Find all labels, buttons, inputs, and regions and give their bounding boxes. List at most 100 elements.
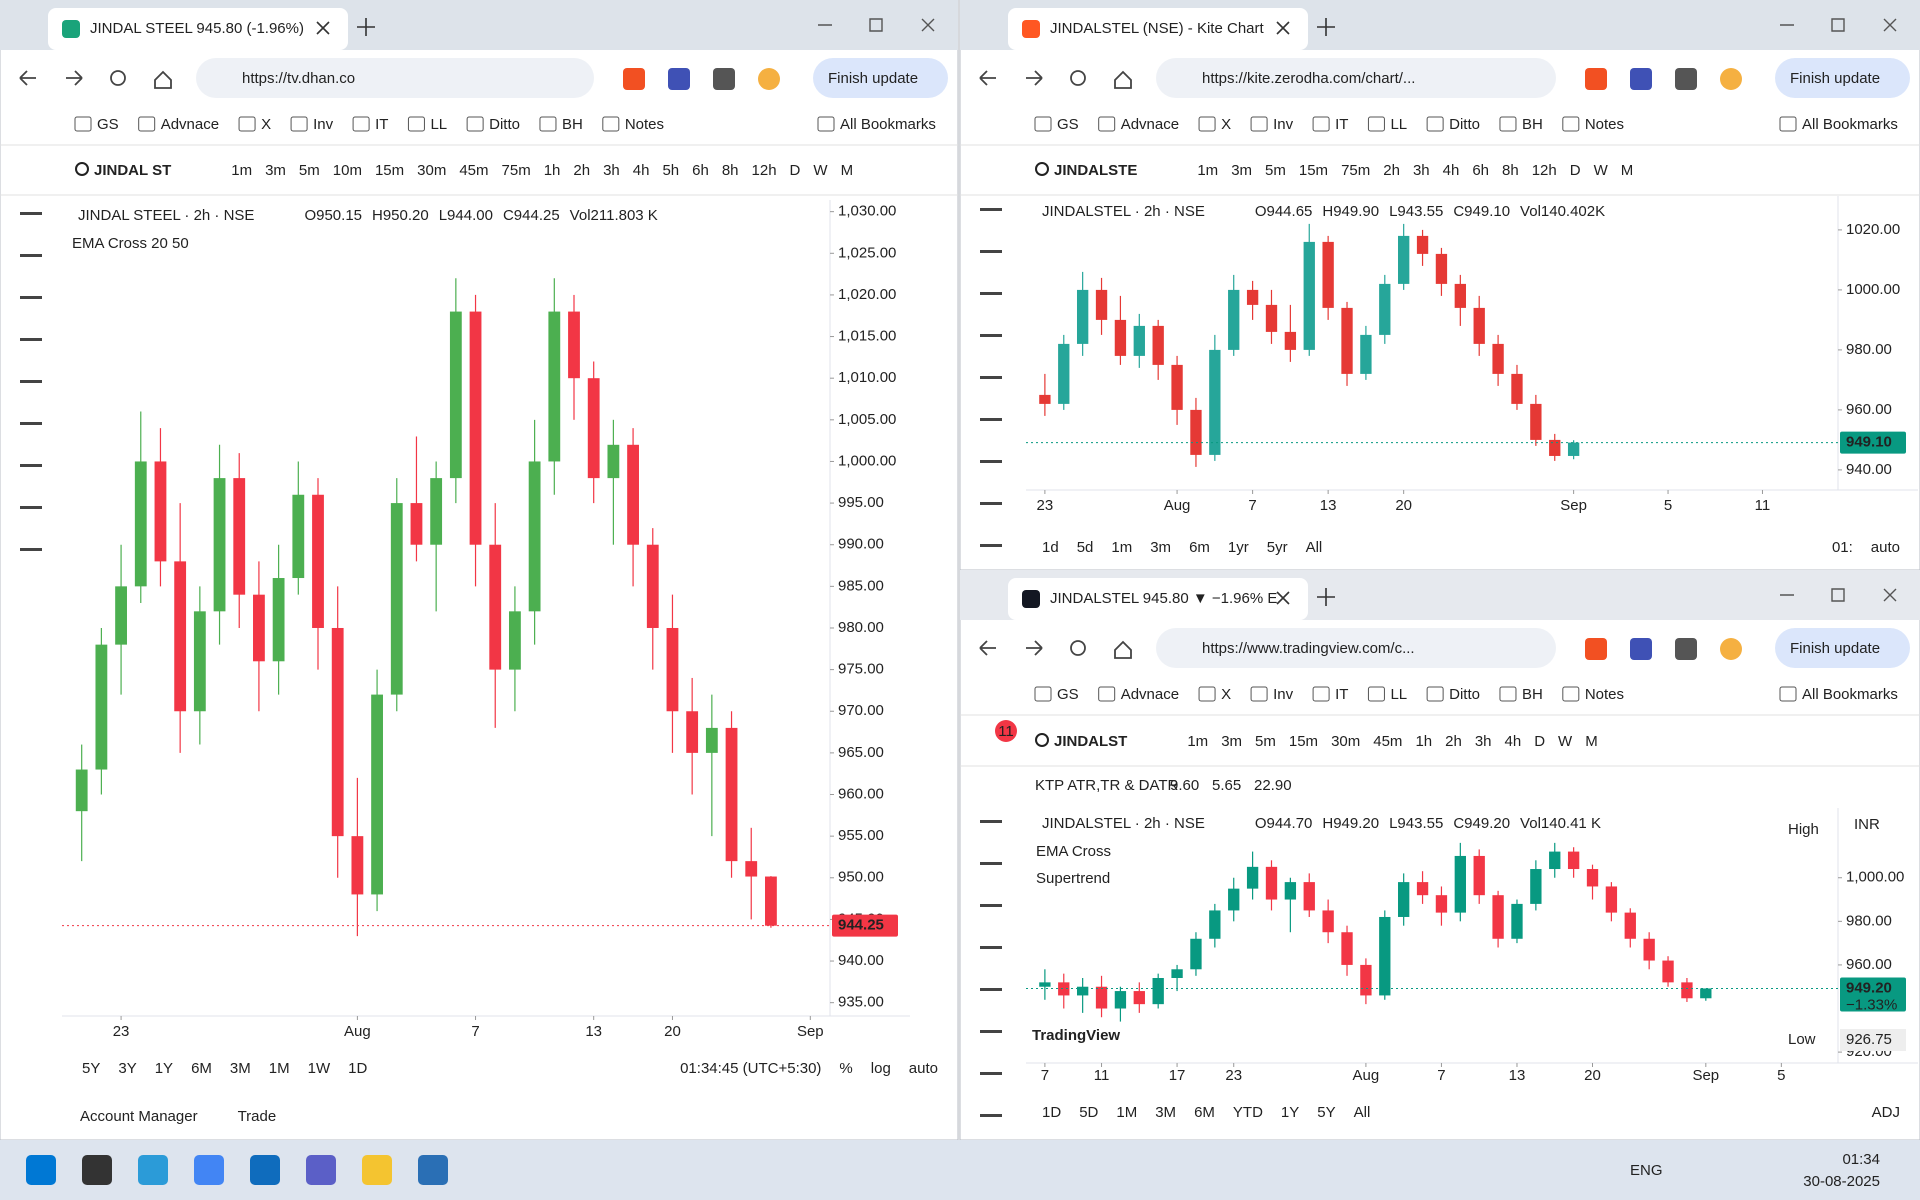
bookmark[interactable]: X [1221,116,1231,133]
drawing-tool[interactable] [980,820,1002,823]
range[interactable]: 5Y [82,1060,100,1077]
interval[interactable]: 6h [1472,162,1489,179]
bookmark[interactable]: Advnace [1121,686,1179,703]
url-bar[interactable] [1156,628,1556,668]
range[interactable]: 1D [348,1060,367,1077]
drawing-tool[interactable] [20,422,42,425]
range[interactable]: YTD [1233,1104,1263,1121]
taskbar-app[interactable] [306,1155,336,1185]
bookmark[interactable]: Inv [1273,116,1294,133]
interval[interactable]: 45m [459,162,488,179]
range[interactable]: All [1354,1104,1371,1121]
range[interactable]: 5d [1077,539,1094,556]
drawing-tool[interactable] [980,946,1002,949]
url-bar[interactable] [1156,58,1556,98]
interval[interactable]: 45m [1373,733,1402,750]
range[interactable]: 3M [230,1060,251,1077]
footer-item[interactable]: 01: [1832,539,1853,556]
range[interactable]: 5yr [1267,539,1288,556]
range[interactable]: 1D [1042,1104,1061,1121]
drawing-tool[interactable] [980,1072,1002,1075]
footer-item[interactable]: auto [909,1060,938,1077]
footer-item[interactable]: % [839,1060,852,1077]
drawing-tool[interactable] [980,988,1002,991]
drawing-tool[interactable] [980,250,1002,253]
drawing-tool[interactable] [980,544,1002,547]
interval[interactable]: 4h [1505,733,1522,750]
tab-close[interactable] [316,21,330,35]
bookmark[interactable]: Inv [313,116,334,133]
window-controls[interactable] [1780,18,1897,32]
footer-item[interactable]: auto [1871,539,1900,556]
new-tab[interactable] [1317,18,1335,36]
range[interactable]: 1m [1111,539,1132,556]
interval[interactable]: 15m [1299,162,1328,179]
taskbar-app[interactable] [194,1155,224,1185]
taskbar-app[interactable] [418,1155,448,1185]
extension[interactable] [713,68,735,90]
bookmark[interactable]: BH [562,116,583,133]
interval[interactable]: 4h [1443,162,1460,179]
new-tab[interactable] [1317,588,1335,606]
symbol[interactable]: JINDALSTE [1054,162,1137,179]
drawing-tool[interactable] [980,376,1002,379]
taskbar-app[interactable] [362,1155,392,1185]
drawing-tool[interactable] [980,1114,1002,1117]
drawing-tool[interactable] [980,334,1002,337]
interval[interactable]: 4h [633,162,650,179]
drawing-tool[interactable] [20,506,42,509]
bookmark[interactable]: LL [1390,116,1407,133]
extension[interactable] [1585,68,1607,90]
range[interactable]: 3M [1155,1104,1176,1121]
nav-icons[interactable] [19,70,172,89]
all-bookmarks[interactable]: All Bookmarks [1802,686,1898,703]
drawing-tool[interactable] [20,464,42,467]
footer-item[interactable]: log [871,1060,891,1077]
bottom-tab[interactable]: Trade [238,1108,277,1125]
interval[interactable]: D [1534,733,1545,750]
reload[interactable] [1070,70,1086,86]
drawing-tool[interactable] [980,1030,1002,1033]
range[interactable]: 1Y [1281,1104,1299,1121]
interval[interactable]: 30m [1331,733,1360,750]
tab-close[interactable] [1276,591,1290,605]
interval[interactable]: 30m [417,162,446,179]
symbol[interactable]: JINDALST [1054,733,1127,750]
tab[interactable] [48,8,348,50]
extension[interactable] [1675,638,1697,660]
extension[interactable] [1675,68,1697,90]
extension[interactable] [758,68,780,90]
tab-close[interactable] [1276,21,1290,35]
bookmark[interactable]: Notes [1585,686,1624,703]
drawing-tool[interactable] [20,212,42,215]
reload[interactable] [110,70,126,86]
all-bookmarks[interactable]: All Bookmarks [840,116,936,133]
drawing-tool[interactable] [980,862,1002,865]
interval[interactable]: 75m [1341,162,1370,179]
drawing-tool[interactable] [980,418,1002,421]
interval[interactable]: 2h [573,162,590,179]
drawing-tool[interactable] [20,380,42,383]
range[interactable]: 5D [1079,1104,1098,1121]
extension[interactable] [1630,638,1652,660]
interval[interactable]: 8h [1502,162,1519,179]
finish-update[interactable] [813,58,948,98]
interval[interactable]: 5m [1255,733,1276,750]
bookmark[interactable]: Ditto [1449,686,1480,703]
window-controls[interactable] [818,18,935,32]
bookmark[interactable]: GS [97,116,119,133]
reload[interactable] [1070,640,1086,656]
bookmark[interactable]: IT [375,116,388,133]
drawing-tool[interactable] [980,208,1002,211]
interval[interactable]: 3m [1231,162,1252,179]
drawing-tool[interactable] [20,296,42,299]
interval[interactable]: W [813,162,828,179]
bottom-tab[interactable]: Account Manager [80,1108,198,1125]
url-bar[interactable] [196,58,594,98]
range[interactable]: 6m [1189,539,1210,556]
interval[interactable]: W [1558,733,1573,750]
drawing-tool[interactable] [980,292,1002,295]
interval[interactable]: 6h [692,162,709,179]
interval[interactable]: 12h [1532,162,1557,179]
range[interactable]: 1W [308,1060,331,1077]
